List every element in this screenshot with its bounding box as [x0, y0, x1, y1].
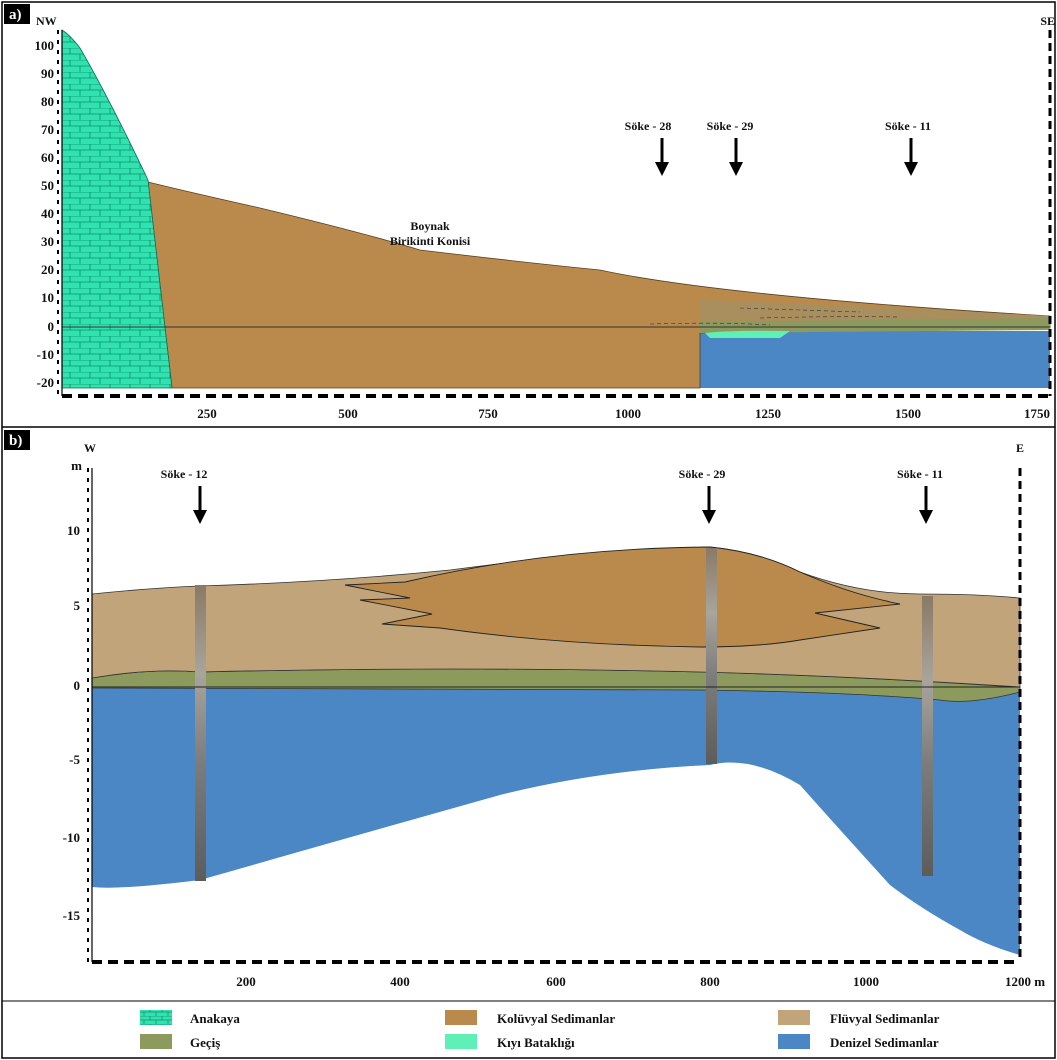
fan-label-line2: Birikinti Konisi	[390, 234, 471, 248]
borehole-label: Söke - 11	[897, 467, 943, 481]
legend-label: Geçiş	[190, 1035, 220, 1050]
legend-item-transition: Geçiş	[140, 1034, 220, 1050]
transition-layer	[700, 318, 1050, 333]
legend-item-marsh: Kıyı Bataklığı	[445, 1034, 575, 1050]
marine-sediments-layer	[700, 331, 1050, 388]
arrow-down-icon	[919, 510, 933, 524]
legend-label: Kıyı Bataklığı	[497, 1035, 575, 1050]
x-tick-a: 1250	[755, 406, 781, 421]
y-tick-a: -10	[37, 347, 54, 362]
y-tick-a: 70	[41, 122, 54, 137]
borehole-marker-soke-29-b: Söke - 29	[679, 467, 726, 524]
panel-a: a) 100 90 80 70 60 50 40 30 20 10 0 -10	[4, 4, 1055, 421]
y-tick-b: -10	[63, 830, 80, 845]
borehole-label: Söke - 29	[707, 119, 754, 133]
y-tick-a: 100	[35, 38, 55, 53]
y-tick-b: -5	[69, 752, 80, 767]
y-tick-a: 30	[41, 234, 54, 249]
marine-sediments-layer-b	[92, 688, 1020, 955]
borehole-label: Söke - 11	[885, 119, 931, 133]
direction-e: E	[1016, 441, 1024, 455]
panel-b: b) m 10 5 0 -5 -10 -15 200	[4, 430, 1045, 989]
legend: Anakaya Kolüvyal Sedimanlar Flüvyal Sedi…	[2, 1000, 1055, 1050]
y-tick-b: 5	[74, 598, 81, 613]
colluvial-fan-layer	[147, 181, 1051, 389]
x-ticks-a: 250 500 750 1000 1250 1500 1750	[197, 406, 1050, 421]
y-tick-a: 40	[41, 206, 54, 221]
arrow-down-icon	[702, 510, 716, 524]
core-column-soke-12	[195, 585, 206, 881]
arrow-down-icon	[655, 162, 669, 176]
borehole-label: Söke - 29	[679, 467, 726, 481]
legend-label: Kolüvyal Sedimanlar	[497, 1011, 615, 1026]
colluvial-lens-layer-b	[344, 546, 901, 648]
y-tick-a: 20	[41, 262, 54, 277]
borehole-marker-soke-12: Söke - 12	[161, 467, 208, 524]
arrow-down-icon	[729, 162, 743, 176]
fan-label-line1: Boynak	[410, 219, 450, 233]
legend-swatch-colluvial	[445, 1010, 477, 1025]
legend-swatch-marine	[778, 1034, 810, 1049]
borehole-label: Söke - 28	[625, 119, 672, 133]
arrow-down-icon	[904, 162, 918, 176]
y-ticks-b: m 10 5 0 -5 -10 -15	[63, 458, 83, 923]
x-ticks-b: 200 400 600 800 1000 1200 m	[236, 974, 1045, 989]
x-tick-a: 500	[338, 406, 358, 421]
borehole-marker-soke-11: Söke - 11	[885, 119, 931, 176]
x-tick-b: 600	[546, 974, 566, 989]
y-ticks-a: 100 90 80 70 60 50 40 30 20 10 0 -10 -20	[35, 38, 55, 390]
legend-swatch-bedrock	[140, 1010, 172, 1025]
y-tick-a: 50	[41, 178, 54, 193]
panel-b-tag: b)	[9, 433, 22, 449]
x-tick-a: 1750	[1024, 406, 1050, 421]
legend-label: Flüvyal Sedimanlar	[830, 1011, 940, 1026]
x-tick-a: 750	[478, 406, 498, 421]
direction-w: W	[84, 441, 96, 455]
core-column-soke-11	[922, 596, 933, 876]
y-tick-a: 60	[41, 150, 54, 165]
arrow-down-icon	[193, 510, 207, 524]
x-tick-a: 1500	[895, 406, 921, 421]
direction-nw: NW	[36, 14, 57, 28]
legend-item-colluvial: Kolüvyal Sedimanlar	[445, 1010, 615, 1026]
x-tick-b: 1200 m	[1005, 974, 1045, 989]
x-tick-a: 1000	[615, 406, 641, 421]
y-tick-a: 90	[41, 66, 54, 81]
legend-swatch-marsh	[445, 1034, 477, 1049]
x-tick-b: 1000	[853, 974, 879, 989]
borehole-label: Söke - 12	[161, 467, 208, 481]
y-tick-a: 0	[48, 319, 55, 334]
y-tick-b: 0	[74, 678, 81, 693]
x-tick-b: 200	[236, 974, 256, 989]
legend-item-marine: Denizel Sedimanlar	[778, 1034, 939, 1050]
bedrock-layer	[61, 29, 173, 389]
coastal-marsh-layer	[705, 330, 790, 338]
dashed-lens-lines	[649, 307, 901, 326]
legend-item-bedrock: Anakaya	[140, 1010, 240, 1026]
core-column-soke-29	[706, 548, 717, 764]
legend-swatch-fluvial	[778, 1010, 810, 1025]
y-axis-unit-b: m	[71, 458, 82, 473]
y-tick-a: -20	[37, 375, 54, 390]
y-tick-b: 10	[67, 523, 80, 538]
y-tick-a: 10	[41, 290, 54, 305]
borehole-marker-soke-29: Söke - 29	[707, 119, 754, 176]
x-tick-b: 400	[390, 974, 410, 989]
legend-label: Denizel Sedimanlar	[830, 1035, 939, 1050]
panel-a-tag-box	[4, 4, 30, 24]
x-tick-b: 800	[700, 974, 720, 989]
borehole-marker-soke-28: Söke - 28	[625, 119, 672, 176]
panel-a-tag: a)	[9, 7, 22, 23]
legend-label: Anakaya	[190, 1011, 240, 1026]
y-tick-a: 80	[41, 94, 54, 109]
direction-se: SE	[1040, 14, 1055, 28]
legend-item-fluvial: Flüvyal Sedimanlar	[778, 1010, 940, 1026]
legend-swatch-transition	[140, 1034, 172, 1049]
x-tick-a: 250	[197, 406, 217, 421]
y-tick-b: -15	[63, 908, 81, 923]
panel-b-tag-box	[4, 430, 30, 450]
borehole-marker-soke-11-b: Söke - 11	[897, 467, 943, 524]
